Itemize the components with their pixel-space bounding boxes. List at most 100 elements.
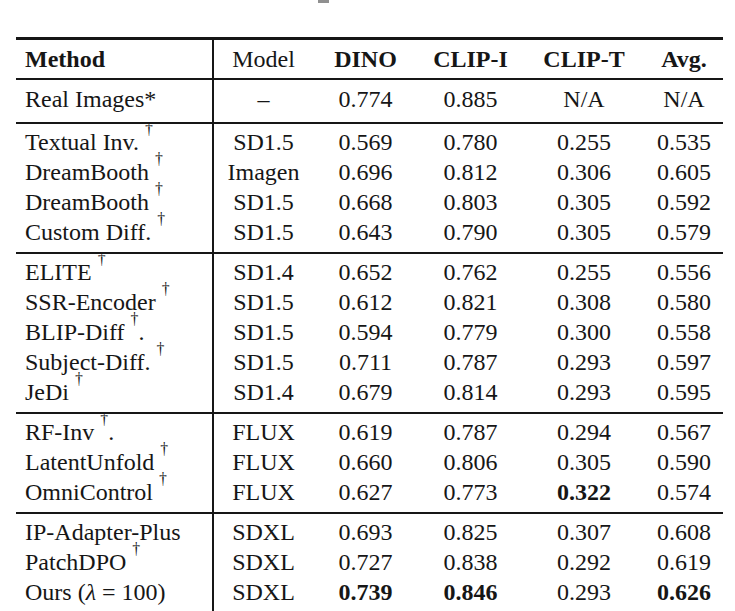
model-cell: Imagen [213, 157, 313, 187]
model-cell: SDXL [213, 513, 313, 547]
cropped-caption-fragment [318, 0, 329, 3]
avg-cell: 0.608 [645, 513, 723, 547]
dagger-marker: † [159, 470, 167, 487]
clip-i-cell: 0.790 [418, 217, 523, 253]
avg-cell: 0.590 [645, 447, 723, 477]
method-cell: Ours (λ = 100) [16, 577, 213, 611]
table-row-blip-diff: BLIP-Diff †. SD1.5 0.594 0.779 0.300 0.5… [16, 317, 723, 347]
dagger-marker: † [162, 280, 170, 297]
model-cell: SD1.4 [213, 253, 313, 287]
lambda-symbol: λ [86, 579, 96, 605]
clip-i-cell: 0.787 [418, 413, 523, 447]
method-cell: SSR-Encoder † [16, 287, 213, 317]
dino-cell: 0.619 [313, 413, 418, 447]
col-header-method: Method [16, 39, 213, 80]
avg-cell: N/A [645, 79, 723, 123]
model-cell: SD1.5 [213, 317, 313, 347]
clip-t-cell: 0.293 [523, 577, 645, 611]
clip-i-cell: 0.780 [418, 123, 523, 157]
dino-cell: 0.679 [313, 377, 418, 413]
method-label: LatentUnfold [25, 449, 160, 475]
dagger-marker: † [100, 410, 108, 427]
model-cell: SD1.5 [213, 287, 313, 317]
method-label: BLIP-Diff [25, 319, 131, 345]
avg-cell: 0.579 [645, 217, 723, 253]
clip-i-cell: 0.812 [418, 157, 523, 187]
col-header-clip-i: CLIP-I [418, 39, 523, 80]
method-cell: DreamBooth † [16, 157, 213, 187]
clip-i-cell: 0.762 [418, 253, 523, 287]
method-cell: Subject-Diff. † [16, 347, 213, 377]
clip-i-cell: 0.838 [418, 547, 523, 577]
model-cell: SD1.5 [213, 187, 313, 217]
dino-cell: 0.569 [313, 123, 418, 157]
dagger-marker: † [145, 120, 153, 137]
table-row-dreambooth-imagen: DreamBooth † Imagen 0.696 0.812 0.306 0.… [16, 157, 723, 187]
clip-i-cell: 0.821 [418, 287, 523, 317]
method-label: PatchDPO [25, 549, 132, 575]
dagger-marker: † [98, 250, 106, 267]
clip-i-cell: 0.787 [418, 347, 523, 377]
clip-t-cell: 0.293 [523, 347, 645, 377]
col-header-model: Model [213, 39, 313, 80]
table-row-elite: ELITE † SD1.4 0.652 0.762 0.255 0.556 [16, 253, 723, 287]
clip-t-cell: 0.322 [523, 477, 645, 513]
method-cell: BLIP-Diff †. [16, 317, 213, 347]
avg-cell: 0.580 [645, 287, 723, 317]
dagger-marker: † [157, 210, 165, 227]
dino-cell: 0.727 [313, 547, 418, 577]
dagger-marker: † [75, 370, 83, 387]
clip-t-cell: N/A [523, 79, 645, 123]
model-cell: FLUX [213, 413, 313, 447]
dagger-marker: † [155, 180, 163, 197]
clip-t-cell: 0.292 [523, 547, 645, 577]
method-label: Subject-Diff. [25, 349, 157, 375]
avg-cell: 0.567 [645, 413, 723, 447]
table-row-textual-inv: Textual Inv. † SD1.5 0.569 0.780 0.255 0… [16, 123, 723, 157]
avg-cell: 0.619 [645, 547, 723, 577]
dagger-marker: † [155, 150, 163, 167]
method-suffix: = 100) [96, 579, 166, 605]
dino-cell: 0.774 [313, 79, 418, 123]
clip-i-cell: 0.803 [418, 187, 523, 217]
model-cell: FLUX [213, 447, 313, 477]
table-row-ssr-encoder: SSR-Encoder † SD1.5 0.612 0.821 0.308 0.… [16, 287, 723, 317]
dino-cell: 0.660 [313, 447, 418, 477]
clip-i-cell: 0.806 [418, 447, 523, 477]
method-cell: DreamBooth † [16, 187, 213, 217]
clip-i-cell: 0.825 [418, 513, 523, 547]
method-label: JeDi [25, 379, 75, 405]
method-cell: PatchDPO † [16, 547, 213, 577]
method-cell: Textual Inv. † [16, 123, 213, 157]
avg-cell: 0.556 [645, 253, 723, 287]
model-cell: SD1.5 [213, 217, 313, 253]
model-cell: SDXL [213, 547, 313, 577]
dino-cell: 0.693 [313, 513, 418, 547]
method-cell: IP-Adapter-Plus [16, 513, 213, 547]
clip-t-cell: 0.307 [523, 513, 645, 547]
avg-cell: 0.605 [645, 157, 723, 187]
clip-t-cell: 0.305 [523, 447, 645, 477]
model-cell: – [213, 79, 313, 123]
method-cell: LatentUnfold † [16, 447, 213, 477]
clip-t-cell: 0.255 [523, 253, 645, 287]
method-cell: RF-Inv †. [16, 413, 213, 447]
dino-cell: 0.643 [313, 217, 418, 253]
table-row-jedi: JeDi † SD1.4 0.679 0.814 0.293 0.595 [16, 377, 723, 413]
model-cell: SD1.4 [213, 377, 313, 413]
clip-t-cell: 0.305 [523, 187, 645, 217]
method-cell: Real Images* [16, 79, 213, 123]
dino-cell: 0.739 [313, 577, 418, 611]
table-row-latentunfold: LatentUnfold † FLUX 0.660 0.806 0.305 0.… [16, 447, 723, 477]
dino-cell: 0.612 [313, 287, 418, 317]
clip-t-cell: 0.308 [523, 287, 645, 317]
dagger-marker: † [157, 340, 165, 357]
clip-i-cell: 0.779 [418, 317, 523, 347]
table-row-rf-inv: RF-Inv †. FLUX 0.619 0.787 0.294 0.567 [16, 413, 723, 447]
table-row-omnicontrol: OmniControl † FLUX 0.627 0.773 0.322 0.5… [16, 477, 723, 513]
table-row-custom-diff: Custom Diff. † SD1.5 0.643 0.790 0.305 0… [16, 217, 723, 253]
clip-t-cell: 0.293 [523, 377, 645, 413]
method-suffix: . [138, 319, 144, 345]
dino-cell: 0.711 [313, 347, 418, 377]
dino-cell: 0.696 [313, 157, 418, 187]
